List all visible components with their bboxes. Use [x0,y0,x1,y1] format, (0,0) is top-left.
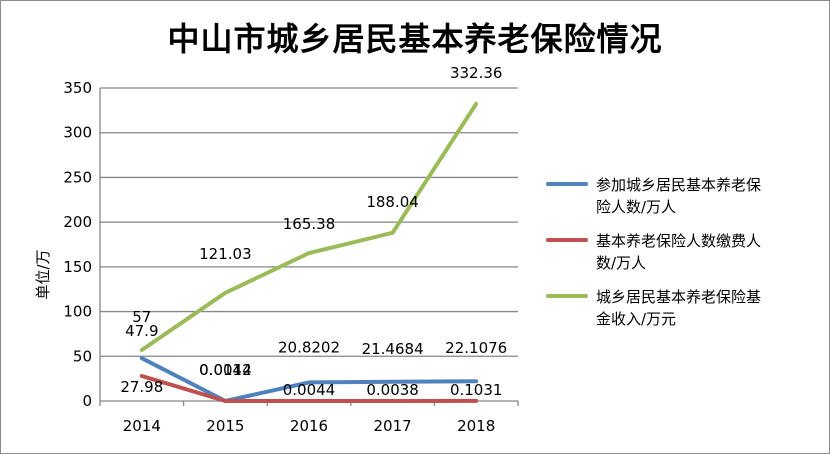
data-label: 0.0038 [366,381,419,399]
series-line-0 [139,356,479,403]
data-label: 0.0014 [199,361,252,379]
data-label: 20.8202 [278,338,340,356]
series-line-2 [139,101,479,352]
y-tick-label: 200 [63,213,92,231]
x-tick-label: 2018 [457,417,495,435]
y-tick-label: 50 [73,347,92,365]
legend-label: 基本养老保险人数缴费人 [596,232,761,250]
x-tick-label: 2016 [290,417,328,435]
x-tick-label: 2015 [206,417,244,435]
legend-label: 金收入/万元 [596,310,676,328]
data-label: 57 [132,308,151,326]
chart-title: 中山市城乡居民基本养老保险情况 [167,20,663,58]
legend-label: 数/万人 [596,254,646,272]
legend-label: 城乡居民基本养老保险基 [596,288,761,306]
x-tick-label: 2017 [374,417,412,435]
x-tick-label: 2014 [123,417,161,435]
y-tick-label: 0 [82,392,92,410]
data-label: 188.04 [366,193,419,211]
data-label: 47.9 [125,322,158,340]
data-label: 121.03 [199,245,252,263]
series-lines [139,101,479,403]
y-tick-label: 350 [63,79,92,97]
series-line-1 [139,374,479,403]
y-tick-label: 300 [63,124,92,142]
data-label: 165.38 [283,215,336,233]
legend: 参加城乡居民基本养老保险人数/万人基本养老保险人数缴费人数/万人城乡居民基本养老… [546,176,761,328]
legend-label: 险人数/万人 [596,198,676,216]
legend-label: 参加城乡居民基本养老保 [596,176,761,194]
data-labels: 47.9 0.0142 20.8202 21.4684 22.1076 27.98 0.00… [120,64,507,399]
y-tick-label: 150 [63,258,92,276]
data-label: 0.0142 [199,361,252,379]
y-axis-title: 单位/万 [34,249,52,299]
data-label: 21.4684 [362,340,424,358]
data-label: 22.1076 [445,339,507,357]
y-tick-label: 100 [63,303,92,321]
data-label: 0.0044 [283,381,336,399]
data-label: 27.98 [120,378,163,396]
y-tick-label: 250 [63,168,92,186]
axes: 0 50 100 150 200 250 300 350 2014 2015 2016 2017 201… [63,79,519,435]
data-label: 332.36 [450,64,503,82]
data-label: 0.1031 [450,381,503,399]
gridlines [100,87,518,357]
